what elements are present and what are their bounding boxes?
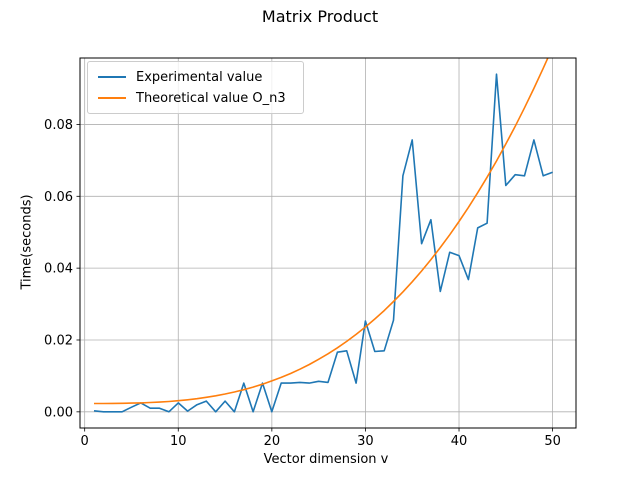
plot-area-frame [79, 57, 577, 429]
y-tick-label: 0.04 [44, 262, 73, 277]
x-tick-label: 20 [264, 434, 281, 449]
x-tick-label: 50 [544, 434, 561, 449]
y-tick-label: 0.00 [44, 405, 73, 420]
series-line-experimental [93, 73, 553, 413]
x-tick-label: 10 [170, 434, 187, 449]
legend-label-experimental: Experimental value [136, 69, 263, 85]
x-axis-label: Vector dimension v [263, 452, 389, 467]
x-tick-label: 0 [81, 434, 89, 449]
axis-ticks: 0 10 20 30 40 50 0.00 0.02 0.04 0.06 0.08 [44, 118, 561, 449]
legend-item-theoretical: Theoretical value O_n3 [98, 90, 286, 106]
grid [80, 58, 576, 428]
legend-label-theoretical: Theoretical value O_n3 [136, 90, 286, 106]
x-tick-label: 30 [357, 434, 374, 449]
y-tick-label: 0.06 [44, 190, 73, 205]
legend: Experimental value Theoretical value O_n… [87, 61, 304, 114]
legend-item-experimental: Experimental value [98, 69, 262, 85]
y-axis-label: Time(seconds) [19, 194, 35, 290]
y-tick-label: 0.02 [44, 333, 73, 348]
legend-swatch-experimental [98, 76, 126, 78]
x-tick-label: 40 [451, 434, 468, 449]
series-line-theoretical [94, 58, 549, 405]
legend-swatch-theoretical [98, 97, 126, 99]
y-tick-label: 0.08 [44, 118, 73, 133]
series-group [93, 58, 553, 413]
chart-title: Matrix Product [261, 7, 379, 26]
